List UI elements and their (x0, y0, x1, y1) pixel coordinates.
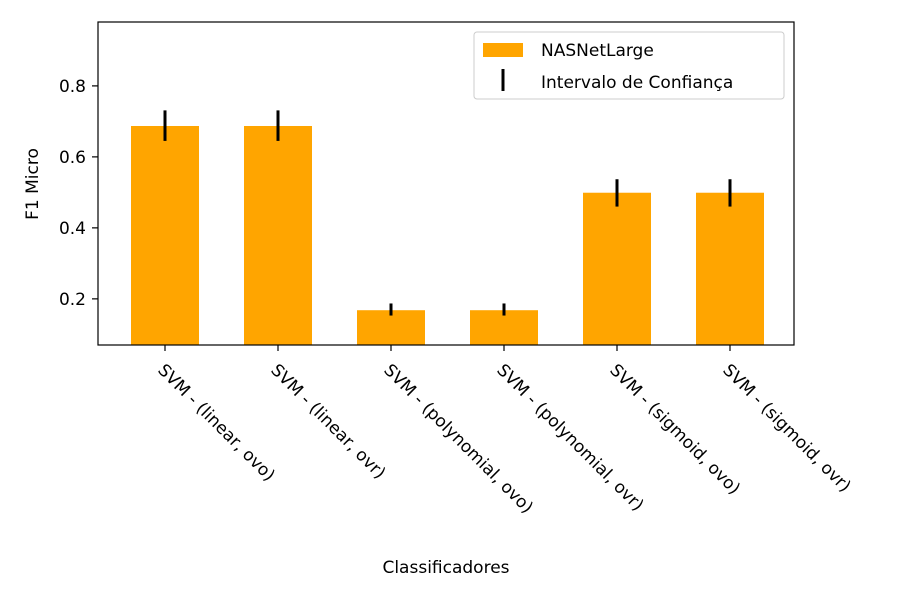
y-axis-label: F1 Micro (23, 148, 43, 220)
legend-label-series: NASNetLarge (541, 41, 654, 61)
bars-group (131, 125, 764, 345)
y-tick-label: 0.6 (59, 148, 86, 168)
x-axis-label: Classificadores (382, 558, 509, 578)
y-tick-label: 0.4 (59, 219, 86, 239)
bar (244, 125, 312, 345)
bar (470, 310, 538, 345)
y-tick-label: 0.2 (59, 290, 86, 310)
legend-label-errorbar: Intervalo de Confiança (541, 73, 733, 93)
bar (131, 125, 199, 345)
plot-frame (97, 21, 795, 346)
bar (357, 310, 425, 345)
y-tick-label: 0.8 (59, 77, 86, 97)
legend-box (473, 31, 785, 100)
legend: NASNetLarge Intervalo de Confiança (473, 31, 785, 100)
legend-swatch-bar (483, 43, 523, 57)
bar (696, 192, 764, 345)
error-bars-group (163, 110, 732, 316)
bar (583, 192, 651, 345)
y-axis-ticks: 0.2 0.4 0.6 0.8 (59, 77, 98, 310)
